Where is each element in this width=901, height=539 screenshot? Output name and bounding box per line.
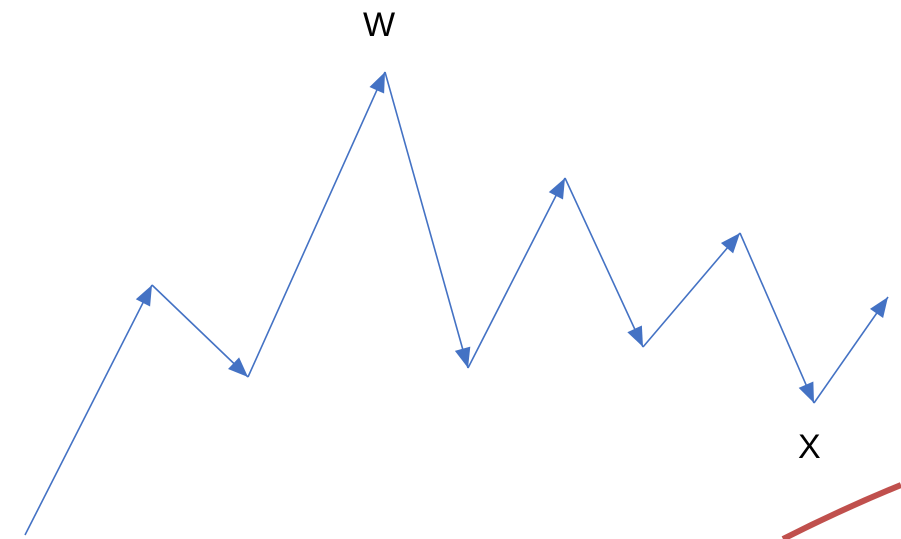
wave-segment [642, 232, 741, 348]
arrowhead-icon [135, 285, 152, 307]
arrowhead-icon [720, 233, 740, 254]
wave-segment [24, 284, 153, 536]
wave-segment [564, 177, 644, 348]
arrowhead-icon [798, 381, 814, 403]
arrowhead-icon [548, 178, 565, 200]
arrowhead-icon [869, 297, 888, 318]
trough-label-x: X [798, 428, 821, 466]
wave-segments [24, 71, 889, 536]
wave-segment [739, 232, 815, 404]
wave-arrowheads [135, 72, 888, 403]
wave-segment [247, 71, 386, 378]
arrowhead-icon [454, 346, 471, 368]
peak-label-w: W [363, 6, 396, 44]
wave-segment [384, 71, 469, 369]
wave-segment [467, 177, 566, 369]
red-curve-arc [781, 482, 901, 539]
arrowhead-icon [369, 72, 385, 94]
arrowhead-icon [627, 325, 643, 347]
arrowhead-icon [228, 357, 248, 377]
wave-segment [151, 284, 249, 378]
wave-segment [813, 296, 889, 404]
